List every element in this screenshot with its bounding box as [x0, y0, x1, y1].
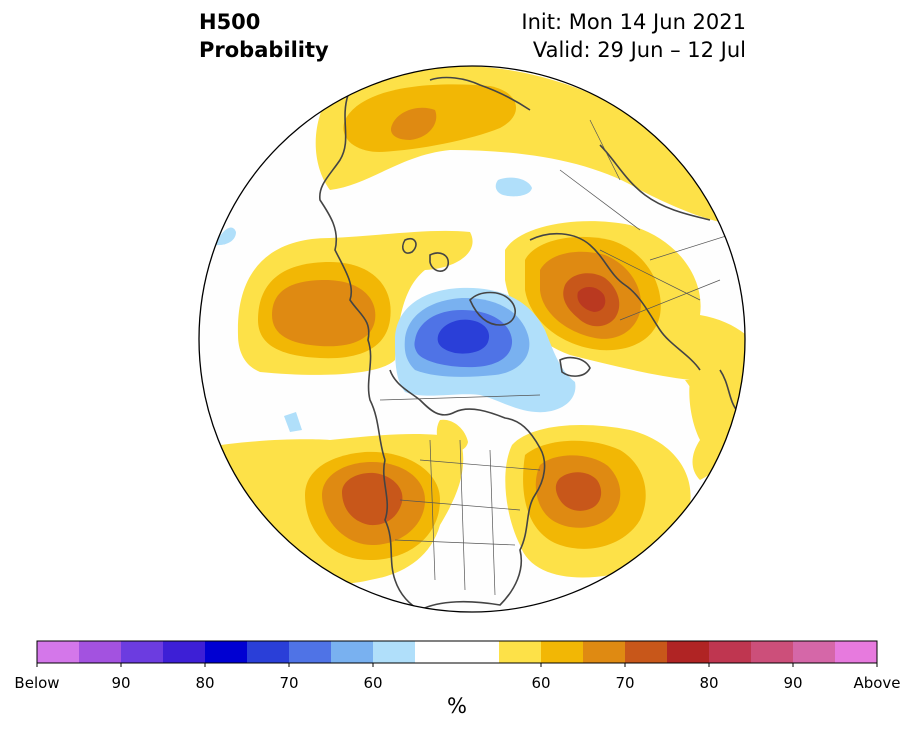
colorbar-segment — [457, 641, 500, 663]
chart-title-left: H500 Probability — [199, 8, 329, 64]
colorbar-segment — [247, 641, 290, 663]
political-borders — [379, 119, 745, 596]
colorbar-segment — [709, 641, 752, 663]
pacific-below — [284, 412, 302, 432]
north-atlantic-anomaly — [505, 425, 691, 578]
colorbar-tick-label: Below — [14, 674, 60, 692]
colorbar-segment — [625, 641, 668, 663]
colorbar-segment — [373, 641, 416, 663]
polar-map — [198, 65, 746, 613]
coastlines — [319, 76, 739, 611]
kara-sea-below — [495, 177, 532, 197]
colorbar-tick-label: 90 — [783, 674, 803, 692]
colorbar-segment — [541, 641, 584, 663]
chart-title-right: Init: Mon 14 Jun 2021 Valid: 29 Jun – 12… — [521, 8, 746, 64]
colorbar-segment — [331, 641, 374, 663]
colorbar-tick-label: 80 — [699, 674, 719, 692]
north-pacific-anomaly — [237, 230, 473, 375]
valid-period: Valid: 29 Jun – 12 Jul — [532, 38, 746, 62]
colorbar-segment — [79, 641, 122, 663]
colorbar — [36, 640, 878, 667]
colorbar-segment — [205, 641, 248, 663]
colorbar-tick-label: Above — [853, 674, 901, 692]
colorbar-segment — [289, 641, 332, 663]
colorbar-tick-label: 90 — [111, 674, 131, 692]
colorbar-tick-label: 60 — [531, 674, 551, 692]
arctic-anomaly — [395, 287, 576, 413]
colorbar-segment — [163, 641, 206, 663]
colorbar-segment — [751, 641, 794, 663]
colorbar-segment — [835, 641, 878, 663]
colorbar-tick-label: 60 — [363, 674, 383, 692]
kamchatka-below — [215, 227, 236, 246]
colorbar-tick-label: 70 — [279, 674, 299, 692]
product-title: Probability — [199, 38, 329, 62]
colorbar-border — [36, 640, 878, 664]
colorbar-tick-label: 80 — [195, 674, 215, 692]
variable-title: H500 — [199, 10, 261, 34]
colorbar-segment — [793, 641, 836, 663]
init-date: Init: Mon 14 Jun 2021 — [521, 10, 746, 34]
map-boundary — [198, 65, 746, 613]
colorbar-segment — [667, 641, 710, 663]
colorbar-segment — [121, 641, 164, 663]
colorbar-tick-label: 70 — [615, 674, 635, 692]
colorbar-segment — [499, 641, 542, 663]
colorbar-segment — [583, 641, 626, 663]
colorbar-segment — [37, 641, 80, 663]
colorbar-segment — [415, 641, 458, 663]
colorbar-unit: % — [447, 694, 467, 718]
bering-anomaly — [315, 66, 724, 222]
